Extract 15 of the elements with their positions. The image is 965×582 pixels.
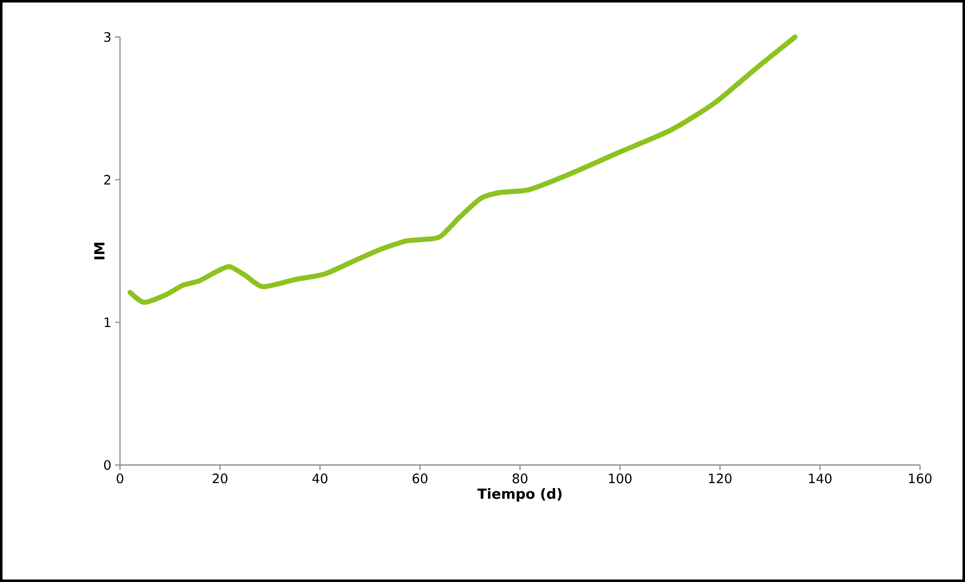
x-tick-label: 140 <box>809 474 832 484</box>
x-tick-label: 160 <box>909 474 932 484</box>
x-tick-label: 20 <box>212 474 228 484</box>
y-tick-label: 2 <box>104 174 110 184</box>
x-tick-label: 40 <box>312 474 328 484</box>
x-axis-title: Tiempo (d) <box>477 488 562 502</box>
x-tick-label: 120 <box>709 474 732 484</box>
x-tick-label: 0 <box>116 474 124 484</box>
y-tick-label: 3 <box>104 32 110 42</box>
x-tick-label: 100 <box>609 474 632 484</box>
y-tick-label: 0 <box>104 460 111 470</box>
y-tick-label: 1 <box>104 318 110 328</box>
y-axis-title: IM <box>94 242 104 260</box>
x-tick-label: 80 <box>512 474 528 484</box>
x-tick-label: 60 <box>412 474 428 484</box>
